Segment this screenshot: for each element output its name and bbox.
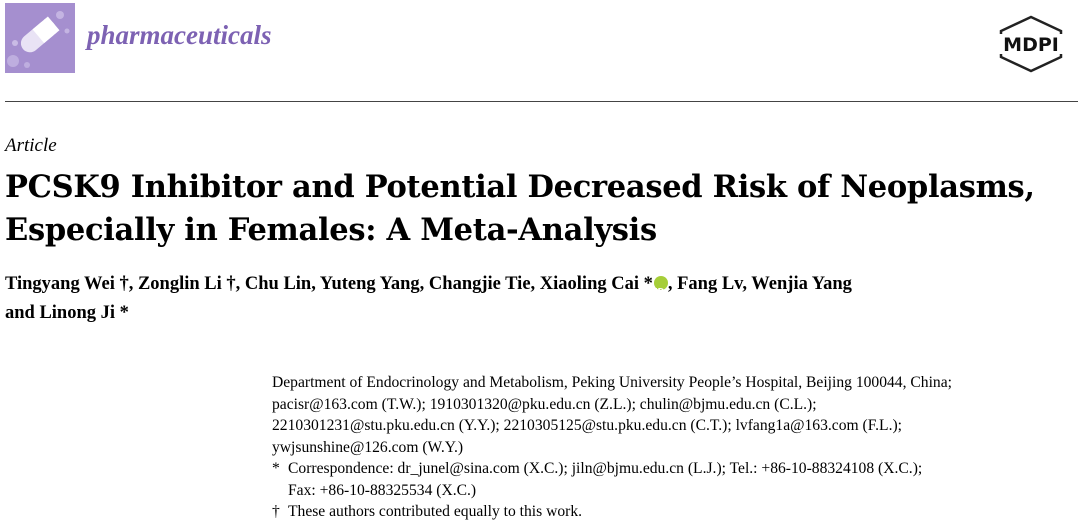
- journal-name: pharmaceuticals: [87, 20, 272, 50]
- journal-logo: [5, 3, 75, 73]
- correspondence-line-2: Fax: +86-10-88325534 (X.C.): [288, 481, 477, 499]
- mdpi-logo: MDPI: [985, 14, 1077, 78]
- header-divider: [5, 101, 1078, 102]
- authors-line-1: Tingyang Wei †, Zonglin Li †, Chu Lin, Y…: [5, 274, 653, 294]
- article-title: PCSK9 Inhibitor and Potential Decreased …: [5, 166, 1075, 252]
- affiliation-line: pacisr@163.com (T.W.); 1910301320@pku.ed…: [272, 395, 817, 413]
- affiliation-line: Department of Endocrinology and Metaboli…: [272, 374, 952, 391]
- authors-line-2: and Linong Ji *: [5, 303, 129, 323]
- equal-contribution-note: † These authors contributed equally to t…: [272, 501, 1072, 523]
- title-line-2: Especially in Females: A Meta-Analysis: [5, 212, 657, 248]
- publisher-name: MDPI: [1003, 34, 1059, 56]
- title-line-1: PCSK9 Inhibitor and Potential Decreased …: [5, 169, 1035, 205]
- author-list: Tingyang Wei †, Zonglin Li †, Chu Lin, Y…: [5, 270, 1065, 328]
- affiliation-line: 2210301231@stu.pku.edu.cn (Y.Y.); 221030…: [272, 417, 902, 434]
- equal-contribution-text: These authors contributed equally to thi…: [288, 503, 583, 520]
- article-type: Article: [5, 135, 57, 156]
- affiliations-block: Department of Endocrinology and Metaboli…: [272, 372, 1072, 523]
- pill-capsule-icon: [7, 11, 70, 68]
- authors-line-1-end: , Fang Lv, Wenjia Yang: [667, 274, 852, 294]
- affiliation-line: ywjsunshine@126.com (W.Y.): [272, 438, 464, 456]
- equal-contribution-mark: †: [272, 503, 280, 520]
- correspondence-mark: *: [272, 460, 280, 477]
- correspondence-note: * Correspondence: dr_junel@sina.com (X.C…: [272, 458, 1072, 501]
- correspondence-line-1: Correspondence: dr_junel@sina.com (X.C.)…: [288, 460, 923, 477]
- orcid-icon[interactable]: [653, 275, 668, 306]
